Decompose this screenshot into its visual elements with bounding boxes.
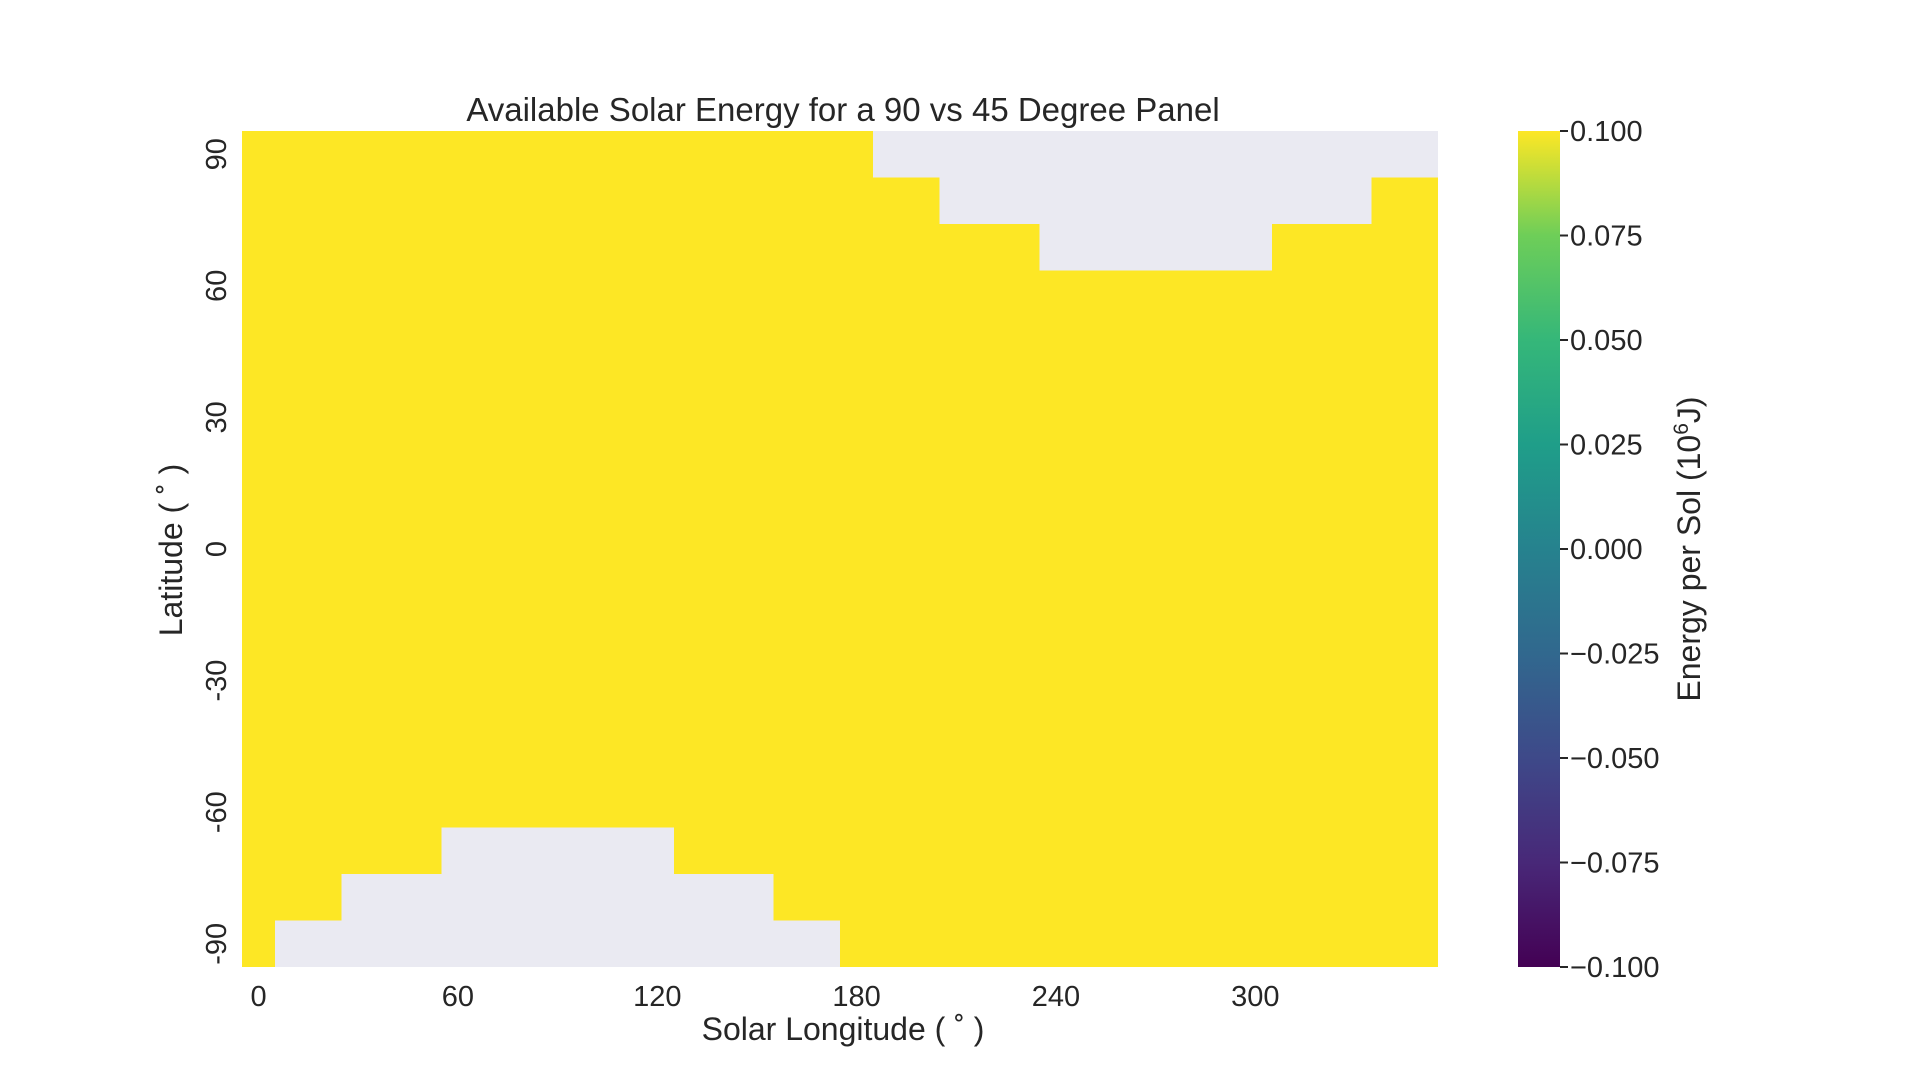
y-tick-label: 30 bbox=[201, 401, 233, 433]
heatmap-missing-cell-block-0 bbox=[873, 131, 1438, 178]
x-tick-label: 120 bbox=[633, 981, 681, 1013]
y-tick-label: -90 bbox=[201, 923, 233, 965]
colorbar-ticks: 0.100 0.075 0.050 0.025 0.000 −0.025 −0.050 −0.… bbox=[1560, 116, 1660, 984]
y-tick-label: -60 bbox=[201, 791, 233, 833]
y-axis-ticks: 90 60 30 0 -30 -60 -90 bbox=[201, 138, 233, 965]
heatmap-missing-cell-block-1 bbox=[939, 177, 1372, 224]
chart-title: Available Solar Energy for a 90 vs 45 De… bbox=[466, 91, 1219, 128]
heatmap-missing-cell-block-4 bbox=[341, 874, 774, 921]
heatmap-missing-cell-block-3 bbox=[441, 827, 674, 875]
colorbar-tick-label: 0.075 bbox=[1570, 221, 1643, 253]
colorbar-label: Energy per Sol (106J) bbox=[1670, 396, 1707, 701]
colorbar-tick-label: −0.075 bbox=[1570, 848, 1660, 880]
x-tick-label: 60 bbox=[442, 981, 474, 1013]
y-tick-label: -30 bbox=[201, 660, 233, 702]
x-tick-label: 240 bbox=[1032, 981, 1080, 1013]
x-tick-label: 0 bbox=[251, 981, 267, 1013]
colorbar-tick-label: −0.025 bbox=[1570, 639, 1660, 671]
colorbar-tick-label: −0.050 bbox=[1570, 743, 1660, 775]
x-tick-label: 300 bbox=[1231, 981, 1279, 1013]
x-tick-label: 180 bbox=[832, 981, 880, 1013]
y-axis-label: Latitude ( ˚ ) bbox=[153, 464, 189, 637]
y-tick-label: 90 bbox=[201, 138, 233, 170]
colorbar bbox=[1518, 131, 1560, 967]
x-axis-ticks: 0 60 120 180 240 300 bbox=[251, 981, 1280, 1013]
x-axis-label: Solar Longitude ( ˚ ) bbox=[702, 1011, 985, 1047]
heatmap-plot-area bbox=[242, 131, 1438, 967]
heatmap-missing-cell-block-5 bbox=[275, 920, 840, 967]
y-tick-label: 60 bbox=[201, 270, 233, 302]
colorbar-tick-label: 0.000 bbox=[1570, 534, 1643, 566]
colorbar-tick-label: 0.050 bbox=[1570, 325, 1643, 357]
colorbar-tick-label: 0.025 bbox=[1570, 430, 1643, 462]
heatmap-missing-cell-block-2 bbox=[1039, 223, 1272, 271]
colorbar-tick-label: −0.100 bbox=[1570, 952, 1660, 984]
y-tick-label: 0 bbox=[201, 541, 233, 557]
colorbar-tick-label: 0.100 bbox=[1570, 116, 1643, 148]
